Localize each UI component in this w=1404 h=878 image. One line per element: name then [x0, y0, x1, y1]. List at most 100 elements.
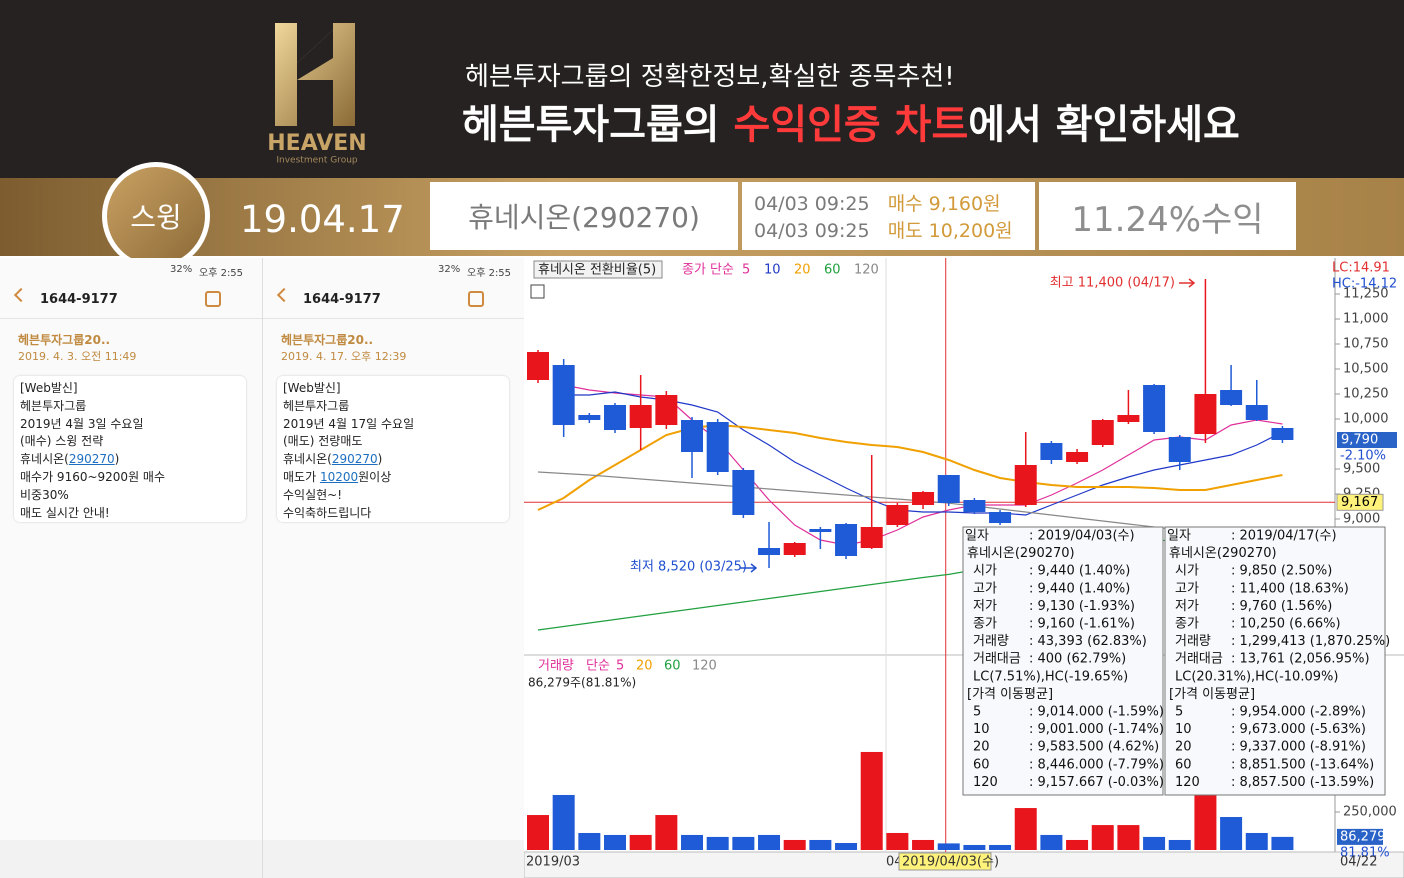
volume-bar — [527, 815, 549, 850]
trade-row: 04/03 09:25 매도 10,200원 — [754, 216, 1035, 243]
candle-body — [1168, 437, 1191, 462]
title-box — [533, 260, 663, 279]
volume-bar — [732, 836, 755, 850]
message-text: 휴네시온( — [283, 452, 332, 467]
tooltip-value: : 9,583.500 (4.62%) — [1029, 740, 1159, 755]
volume-title: 거래량 — [538, 659, 574, 674]
volume-bar — [1271, 836, 1294, 850]
candle-body — [783, 543, 806, 555]
lc-label: LC:14.91 — [1332, 261, 1390, 276]
volume-bar — [578, 832, 601, 850]
message-link: 290270 — [331, 452, 378, 467]
candle-body — [1040, 443, 1063, 460]
headline-part: 에서 확인하세요 — [968, 102, 1240, 148]
tooltip-label: 거래량 — [973, 634, 1009, 649]
candle-body — [860, 527, 883, 548]
volume-bar — [604, 834, 627, 850]
message-line: 헤븐투자그룹 — [20, 398, 87, 413]
tooltip-label: 60 — [1175, 757, 1192, 772]
candle-body — [1143, 385, 1166, 432]
volume-bar — [1040, 834, 1063, 850]
message-line: 매도가 10200원이상 — [283, 468, 391, 485]
candle-body — [527, 352, 549, 380]
status-time: 오후 2:55 — [467, 268, 512, 279]
volume-last-label: 86,279 — [1340, 829, 1386, 844]
hc-label: HC:-14.12 — [1332, 277, 1397, 292]
volume-bar — [1014, 808, 1037, 850]
candle-body — [1220, 390, 1243, 405]
tooltip-value: : 8,857.500 (-13.59%) — [1231, 775, 1374, 790]
profit-box: 11.24%수익 — [1039, 182, 1296, 250]
legend-entry: 60 — [824, 263, 841, 278]
phone: 32% 오후 2:55 1644-9177 헤븐투자그룹20.. 2019. 4. 17… — [262, 258, 525, 878]
tooltip-box — [1164, 526, 1386, 796]
tooltip-label: 60 — [973, 757, 990, 772]
message-line: 휴네시온(290270) — [283, 450, 382, 467]
tooltip-value: : 9,001.000 (-1.74%) — [1029, 722, 1164, 737]
volume-bar — [1143, 836, 1166, 850]
tooltip-value: : 8,851.500 (-13.64%) — [1231, 757, 1374, 772]
candle-body — [1117, 415, 1140, 422]
message-line: 수익축하드립니다 — [283, 505, 372, 520]
volume-bar — [655, 815, 678, 850]
last-price-label: 9,790 — [1341, 433, 1378, 448]
logo-cut — [297, 30, 333, 80]
sender: 헤븐투자그룹20.. — [281, 333, 374, 347]
tooltip-label: 휴네시온(290270) — [967, 546, 1075, 561]
tooltip-value: : 9,014.000 (-1.59%) — [1029, 705, 1164, 720]
tooltip-value: : 10,250 (6.66%) — [1231, 617, 1341, 632]
volume-bar — [1168, 839, 1191, 850]
back-button — [13, 287, 29, 303]
candle-body — [1014, 465, 1037, 505]
legend-entry: 5 — [742, 263, 750, 278]
sender: 헤븐투자그룹20.. — [18, 333, 111, 347]
trade-box: 04/03 09:25 매수 9,160원 04/03 09:25 매도 10,… — [742, 182, 1035, 250]
candle-body — [1066, 452, 1089, 462]
phone: 32% 오후 2:55 1644-9177 헤븐투자그룹20.. 2019. 4. 3.… — [0, 258, 262, 878]
logo-text: HEAVEN — [267, 131, 366, 156]
phone-number: 1644-9177 — [40, 292, 118, 307]
candle-body — [937, 475, 960, 503]
message-link: 290270 — [68, 452, 115, 467]
tooltip-value: : 9,760 (1.56%) — [1231, 599, 1332, 614]
tooltip-label: 휴네시온(290270) — [1169, 546, 1277, 561]
volume-bar — [860, 751, 883, 850]
high-note: 최고 11,400 (04/17) — [1050, 276, 1175, 291]
ma-line — [563, 391, 1283, 516]
tooltip-value: : 2019/04/03(수) — [1029, 529, 1135, 544]
tooltip-value: : 11,400 (18.63%) — [1231, 581, 1349, 596]
status-time: 오후 2:55 — [199, 268, 244, 279]
volume-bar — [1091, 825, 1114, 850]
message-text: ) — [377, 452, 383, 467]
tooltip-label: 120 — [1175, 775, 1200, 790]
y-tick-label: 11,250 — [1343, 287, 1389, 302]
tooltip-label: 종가 — [1175, 617, 1199, 632]
profit: 11.24%수익 — [1071, 199, 1264, 240]
volume-bar — [1245, 832, 1268, 850]
volume-bar — [989, 844, 1012, 850]
message: [Web발신] 헤븐투자그룹 2019년 4월 17일 수요일 (매도) 전량매도 휴네… — [277, 376, 509, 522]
legend-entry: 10 — [764, 263, 781, 278]
tooltip-value: : 43,393 (62.83%) — [1029, 634, 1147, 649]
tooltip-value: : 9,157.667 (-0.03%) — [1029, 775, 1164, 790]
trade-sell: 매도 10,200원 — [887, 220, 1013, 242]
volume-legend-entry: 120 — [692, 659, 717, 674]
candle-body — [655, 395, 678, 425]
tooltip-label: 저가 — [1175, 599, 1199, 614]
candle-body — [912, 492, 935, 505]
volume-bar — [629, 834, 652, 850]
ma-legend-label: 종가 단순 — [682, 263, 734, 278]
tooltip-value: : 13,761 (2,056.95%) — [1231, 652, 1370, 667]
ma-line — [563, 384, 1283, 546]
message-text: 매도가 — [283, 470, 320, 484]
x-label-cursor: 2019/04/03(수) — [902, 855, 999, 870]
legend-entry: 20 — [794, 263, 811, 278]
message-line: 2019년 4월 17일 수요일 — [283, 416, 415, 431]
tooltip-label: 일자 — [965, 529, 989, 544]
date: 19.04.17 — [240, 198, 405, 241]
message-link: 10200 — [319, 470, 359, 484]
tooltip-value: : 1,299,413 (1,870.25%) — [1231, 634, 1390, 649]
candle-body — [552, 365, 575, 425]
tool-icon — [530, 284, 545, 299]
chart: 9,0009,2509,50010,00010,25010,50010,7501… — [524, 258, 1404, 878]
